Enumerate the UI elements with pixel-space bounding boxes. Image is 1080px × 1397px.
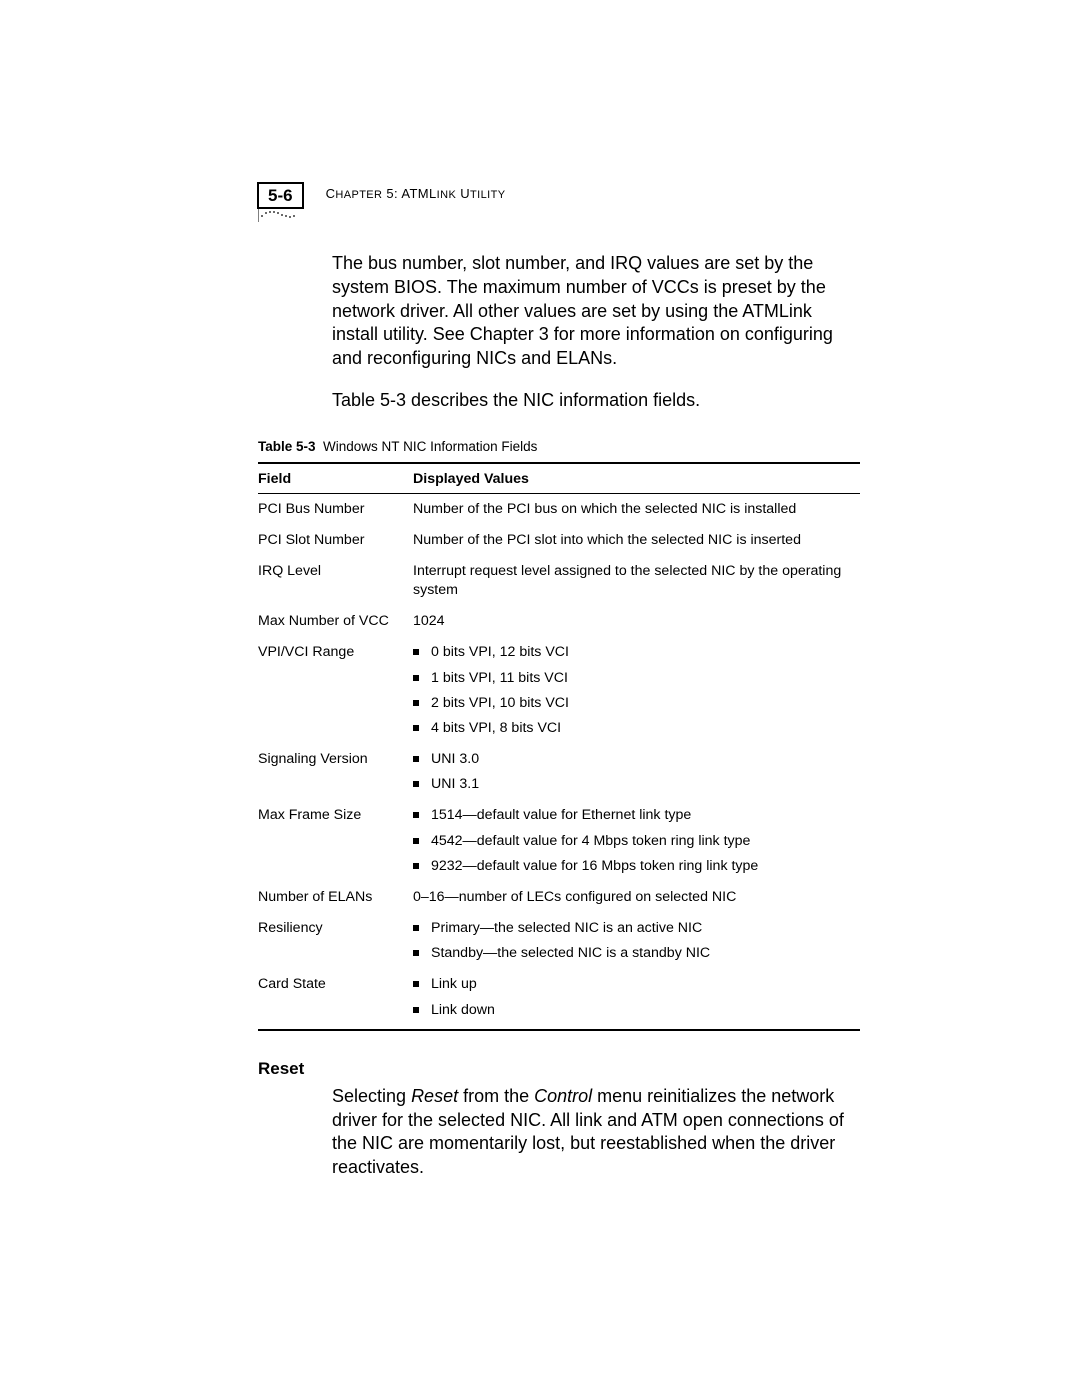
list-item: Standby—the selected NIC is a standby NI… (413, 944, 860, 963)
page-number: 5-6 (268, 186, 293, 205)
value-cell: Link up Link down (413, 969, 860, 1029)
table-row: Max Frame Size 1514—default value for Et… (258, 800, 860, 882)
nic-info-table: Field Displayed Values PCI Bus Number Nu… (258, 462, 860, 1031)
list-item: Link down (413, 1001, 860, 1020)
dots-decoration-icon (258, 208, 300, 224)
table-row: PCI Bus Number Number of the PCI bus on … (258, 493, 860, 525)
table-title: Windows NT NIC Information Fields (323, 439, 537, 454)
table-row: Signaling Version UNI 3.0 UNI 3.1 (258, 744, 860, 800)
field-cell: PCI Bus Number (258, 493, 413, 525)
bullet-list: UNI 3.0 UNI 3.1 (413, 750, 860, 794)
field-cell: Signaling Version (258, 744, 413, 800)
t: HAPTER (335, 189, 382, 201)
bullet-list: Primary—the selected NIC is an active NI… (413, 919, 860, 963)
t: Reset (411, 1086, 458, 1106)
col-values: Displayed Values (413, 463, 860, 494)
value-cell: UNI 3.0 UNI 3.1 (413, 744, 860, 800)
list-item: UNI 3.1 (413, 775, 860, 794)
list-item: 1514—default value for Ethernet link typ… (413, 806, 860, 825)
t: C (326, 186, 336, 201)
value-cell: 1024 (413, 606, 860, 637)
field-cell: Max Frame Size (258, 800, 413, 882)
list-item: 2 bits VPI, 10 bits VCI (413, 694, 860, 713)
value-cell: Interrupt request level assigned to the … (413, 556, 860, 606)
list-item: 9232—default value for 16 Mbps token rin… (413, 857, 860, 876)
value-cell: 1514—default value for Ethernet link typ… (413, 800, 860, 882)
page-header: 5-6 CHAPTER 5: ATMLINK UTILITY (257, 182, 505, 209)
list-item: 0 bits VPI, 12 bits VCI (413, 643, 860, 662)
value-cell: Number of the PCI slot into which the se… (413, 525, 860, 556)
page-number-box: 5-6 (257, 182, 304, 209)
bullet-list: Link up Link down (413, 975, 860, 1019)
value-cell: Number of the PCI bus on which the selec… (413, 493, 860, 525)
t: 5: ATML (382, 186, 436, 201)
field-cell: PCI Slot Number (258, 525, 413, 556)
t: INK (437, 189, 457, 201)
field-cell: Resiliency (258, 913, 413, 969)
field-cell: IRQ Level (258, 556, 413, 606)
table-caption: Table 5-3 Windows NT NIC Information Fie… (258, 439, 860, 454)
table-row: Card State Link up Link down (258, 969, 860, 1029)
field-cell: Max Number of VCC (258, 606, 413, 637)
table-row: Max Number of VCC 1024 (258, 606, 860, 637)
table-row: PCI Slot Number Number of the PCI slot i… (258, 525, 860, 556)
field-cell: Number of ELANs (258, 882, 413, 913)
list-item: 1 bits VPI, 11 bits VCI (413, 669, 860, 688)
table-header-row: Field Displayed Values (258, 463, 860, 494)
table-row: IRQ Level Interrupt request level assign… (258, 556, 860, 606)
table-label: Table 5-3 (258, 439, 316, 454)
bullet-list: 1514—default value for Ethernet link typ… (413, 806, 860, 876)
page: 5-6 CHAPTER 5: ATMLINK UTILITY The bus n… (0, 0, 1080, 1397)
reset-paragraph: Selecting Reset from the Control menu re… (332, 1085, 860, 1180)
t: Control (534, 1086, 592, 1106)
table-row: Resiliency Primary—the selected NIC is a… (258, 913, 860, 969)
list-item: 4542—default value for 4 Mbps token ring… (413, 832, 860, 851)
list-item: 4 bits VPI, 8 bits VCI (413, 719, 860, 738)
table-row: VPI/VCI Range 0 bits VPI, 12 bits VCI 1 … (258, 637, 860, 744)
content-area: The bus number, slot number, and IRQ val… (258, 252, 860, 1180)
bullet-list: 0 bits VPI, 12 bits VCI 1 bits VPI, 11 b… (413, 643, 860, 738)
field-cell: VPI/VCI Range (258, 637, 413, 744)
chapter-label: CHAPTER 5: ATMLINK UTILITY (326, 186, 506, 201)
t: Selecting (332, 1086, 411, 1106)
intro-paragraph-2: Table 5-3 describes the NIC information … (332, 389, 860, 413)
value-cell: 0 bits VPI, 12 bits VCI 1 bits VPI, 11 b… (413, 637, 860, 744)
t: TILITY (470, 189, 505, 201)
t: U (456, 186, 470, 201)
t: from the (458, 1086, 534, 1106)
intro-paragraph-1: The bus number, slot number, and IRQ val… (332, 252, 860, 371)
list-item: Link up (413, 975, 860, 994)
list-item: UNI 3.0 (413, 750, 860, 769)
table-row: Number of ELANs 0–16—number of LECs conf… (258, 882, 860, 913)
col-field: Field (258, 463, 413, 494)
value-cell: 0–16—number of LECs configured on select… (413, 882, 860, 913)
list-item: Primary—the selected NIC is an active NI… (413, 919, 860, 938)
value-cell: Primary—the selected NIC is an active NI… (413, 913, 860, 969)
field-cell: Card State (258, 969, 413, 1029)
reset-heading: Reset (258, 1059, 860, 1079)
